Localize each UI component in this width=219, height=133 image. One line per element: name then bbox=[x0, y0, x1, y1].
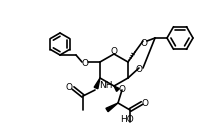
Text: NH: NH bbox=[99, 82, 113, 90]
Polygon shape bbox=[106, 103, 118, 112]
Text: O: O bbox=[141, 40, 148, 49]
Text: O: O bbox=[111, 47, 118, 55]
Text: O: O bbox=[81, 59, 88, 68]
Text: O: O bbox=[118, 84, 125, 93]
Text: O: O bbox=[136, 65, 143, 74]
Polygon shape bbox=[94, 78, 100, 89]
Text: O: O bbox=[65, 82, 72, 92]
Text: HO: HO bbox=[120, 115, 134, 124]
Text: O: O bbox=[141, 99, 148, 109]
Polygon shape bbox=[114, 86, 119, 91]
